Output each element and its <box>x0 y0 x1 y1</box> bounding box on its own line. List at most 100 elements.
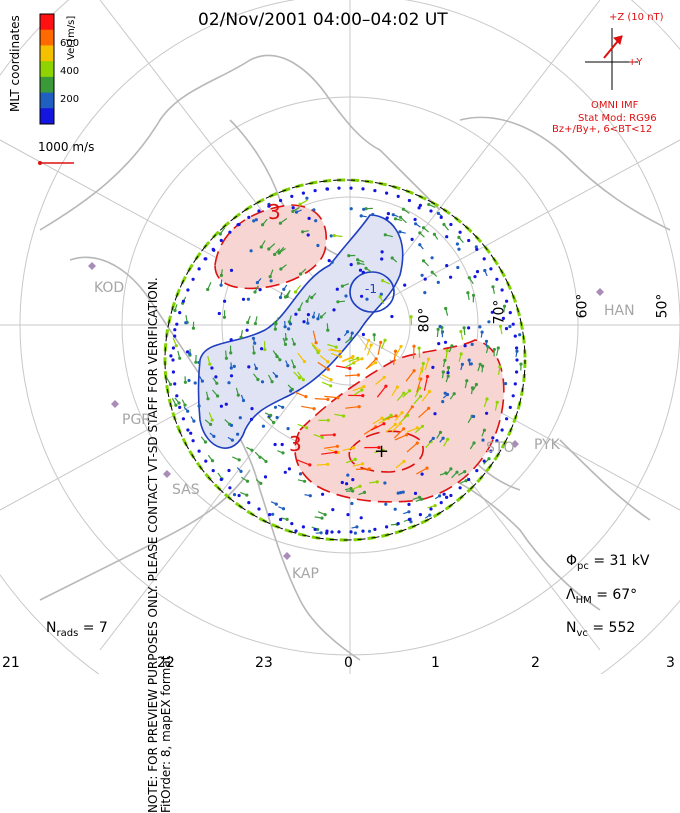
boundary-vector <box>247 216 250 219</box>
colorbar-tick-400: 400 <box>60 66 79 77</box>
vector-origin <box>445 235 448 238</box>
vector-origin <box>384 503 387 506</box>
vector-origin <box>321 493 324 496</box>
vector-origin <box>262 425 265 428</box>
vector-origin <box>299 472 302 475</box>
vector-origin <box>424 278 427 281</box>
vector-origin <box>230 338 233 341</box>
vector-origin <box>437 281 440 284</box>
phi-pc-stat: Φpc = 31 kV <box>566 553 649 572</box>
contour-label-upper: 3 <box>268 200 281 224</box>
vector-origin <box>270 279 273 282</box>
velocity-vector <box>240 492 247 495</box>
velocity-vector <box>175 398 179 403</box>
vector-origin <box>350 263 353 266</box>
vector-origin <box>433 412 436 415</box>
contour-label-lower: 3 <box>289 432 302 456</box>
vector-origin <box>184 321 187 324</box>
vector-origin <box>261 380 264 383</box>
vector-origin <box>314 219 317 222</box>
vector-origin <box>276 416 279 419</box>
vector-origin <box>362 208 365 211</box>
boundary-vector <box>419 513 422 516</box>
velocity-vector <box>464 328 465 335</box>
lat-label-50: 50° <box>654 294 670 319</box>
boundary-vector <box>512 323 515 326</box>
vector-origin <box>302 320 305 323</box>
vector-origin <box>246 329 249 332</box>
vector-origin <box>505 327 508 330</box>
boundary-vector <box>459 231 462 234</box>
vector-origin <box>330 234 333 237</box>
velocity-vector <box>246 447 252 450</box>
vector-origin <box>264 475 267 478</box>
velocity-vector <box>481 332 482 338</box>
vector-origin <box>456 266 459 269</box>
vector-origin <box>252 219 255 222</box>
vector-origin <box>294 313 297 316</box>
velocity-vector <box>300 200 307 204</box>
velocity-vector <box>320 435 334 436</box>
vector-origin <box>481 439 484 442</box>
vector-origin <box>225 403 228 406</box>
boundary-vector <box>238 494 241 497</box>
boundary-vector <box>514 382 517 385</box>
vector-origin <box>218 312 221 315</box>
boundary-vector <box>349 530 352 533</box>
vector-origin <box>294 529 297 532</box>
boundary-vector <box>325 530 328 533</box>
vector-origin <box>354 532 357 535</box>
vector-origin <box>220 405 223 408</box>
vector-origin <box>473 275 476 278</box>
boundary-vector <box>509 406 512 409</box>
nvc-stat: Nvc = 552 <box>566 620 635 639</box>
vector-origin <box>336 288 339 291</box>
vector-origin <box>239 416 242 419</box>
map-title: 02/Nov/2001 04:00–04:02 UT <box>198 10 448 30</box>
boundary-vector <box>186 428 189 431</box>
boundary-vector <box>228 486 231 489</box>
vector-origin <box>250 418 253 421</box>
colorbar-segment <box>40 30 54 46</box>
velocity-vector <box>338 301 345 302</box>
boundary-vector <box>279 518 282 521</box>
nrads-subscript: rads <box>56 628 78 639</box>
mlt-tick-23: 23 <box>255 655 273 671</box>
vector-origin <box>350 502 353 505</box>
vector-origin <box>456 242 459 245</box>
vector-origin <box>287 327 290 330</box>
preview-note-line1: NOTE: FOR PREVIEW PURPOSES ONLY. PLEASE … <box>147 213 160 813</box>
boundary-vector <box>290 195 293 198</box>
colorbar-segment <box>40 77 54 93</box>
vector-origin <box>332 308 335 311</box>
vector-origin <box>446 371 449 374</box>
phi-value: = 31 kV <box>593 553 649 569</box>
boundary-vector <box>515 370 518 373</box>
vector-origin <box>210 366 213 369</box>
boundary-vector <box>440 216 443 219</box>
vector-origin <box>445 264 448 267</box>
boundary-vector <box>501 288 504 291</box>
potential-max-marker: + <box>374 441 389 462</box>
radar-label-kap: KAP <box>292 566 319 582</box>
vector-origin <box>337 338 340 341</box>
mlt-tick-22: 22 <box>157 655 175 671</box>
vector-origin <box>312 208 315 211</box>
boundary-vector <box>175 323 178 326</box>
imf-source: OMNI IMF <box>591 100 638 111</box>
nvc-symbol: N <box>566 620 576 636</box>
reference-vector-label: 1000 m/s <box>38 140 94 154</box>
boundary-vector <box>182 417 185 420</box>
boundary-vector <box>204 460 207 463</box>
lambda-symbol: Λ <box>566 587 576 603</box>
velocity-vector <box>420 245 424 249</box>
vector-origin <box>288 467 291 470</box>
vector-origin <box>478 325 481 328</box>
velocity-vector <box>286 333 287 339</box>
vector-origin <box>362 271 365 274</box>
boundary-vector <box>228 231 231 234</box>
velocity-vector <box>255 316 257 323</box>
imf-z-label: +Z (10 nT) <box>609 12 664 23</box>
vector-origin <box>242 298 245 301</box>
vector-origin <box>383 481 386 484</box>
